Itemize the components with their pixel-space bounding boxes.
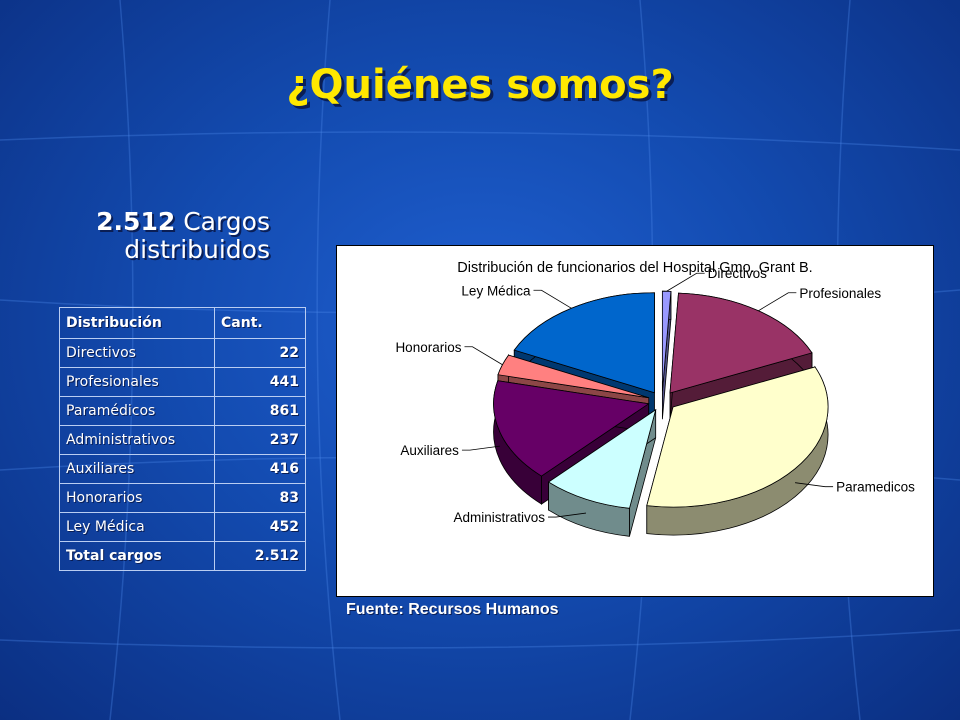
distribution-table: Distribución Cant. Directivos 22 Profesi… bbox=[59, 307, 306, 571]
row-label: Profesionales bbox=[59, 367, 215, 397]
pie-slice-honorarios bbox=[497, 354, 649, 399]
row-value: 452 bbox=[214, 512, 306, 542]
pie-slice-auxiliares bbox=[493, 380, 650, 477]
slice-label: Directivos bbox=[708, 266, 768, 281]
row-label: Directivos bbox=[59, 338, 215, 368]
table-row: Auxiliares 416 bbox=[59, 454, 306, 484]
pie-chart-panel: Distribución de funcionarios del Hospita… bbox=[336, 245, 934, 597]
subtitle-line2: distribuidos bbox=[124, 235, 270, 264]
pie-slice-directivos bbox=[661, 290, 672, 392]
slice-label: Honorarios bbox=[395, 340, 461, 355]
leader-line bbox=[666, 272, 705, 292]
slice-label: Ley Médica bbox=[461, 283, 531, 298]
total-value: 2.512 bbox=[214, 541, 306, 571]
pie-slice-administrativos bbox=[547, 408, 657, 509]
table-row: Administrativos 237 bbox=[59, 425, 306, 455]
pie-slice-profesionales bbox=[669, 292, 813, 394]
pie-chart: Distribución de funcionarios del Hospita… bbox=[395, 260, 915, 537]
pie-slice-paramedicos bbox=[646, 366, 829, 508]
table-row: Profesionales 441 bbox=[59, 367, 306, 397]
slice-label: Auxiliares bbox=[400, 443, 459, 458]
table-total-row: Total cargos 2.512 bbox=[59, 541, 306, 571]
row-value: 22 bbox=[214, 338, 306, 368]
row-value: 861 bbox=[214, 396, 306, 426]
source-note: Fuente: Recursos Humanos bbox=[346, 601, 559, 618]
row-label: Ley Médica bbox=[59, 512, 215, 542]
table-header-distribucion: Distribución bbox=[59, 307, 215, 339]
leader-line bbox=[758, 292, 797, 312]
leader-line bbox=[547, 512, 587, 518]
chart-title: Distribución de funcionarios del Hospita… bbox=[457, 260, 812, 276]
row-label: Honorarios bbox=[59, 483, 215, 513]
slice-label: Profesionales bbox=[799, 286, 881, 301]
row-value: 416 bbox=[214, 454, 306, 484]
slice-label: Administrativos bbox=[453, 510, 545, 525]
table-header-cant: Cant. bbox=[214, 307, 306, 339]
table-row: Directivos 22 bbox=[59, 338, 306, 368]
leader-line bbox=[464, 346, 503, 366]
row-label: Paramédicos bbox=[59, 396, 215, 426]
row-value: 83 bbox=[214, 483, 306, 513]
leader-line bbox=[795, 482, 834, 488]
table-row: Paramédicos 861 bbox=[59, 396, 306, 426]
row-label: Auxiliares bbox=[59, 454, 215, 484]
row-label: Administrativos bbox=[59, 425, 215, 455]
leader-line bbox=[533, 289, 572, 309]
slide-subtitle: 2.512 Cargos distribuidos bbox=[70, 208, 270, 264]
slide-title: ¿Quiénes somos? bbox=[286, 62, 674, 108]
table-row: Ley Médica 452 bbox=[59, 512, 306, 542]
slice-label: Paramedicos bbox=[836, 480, 915, 495]
leader-line bbox=[461, 445, 500, 451]
subtitle-number: 2.512 bbox=[96, 207, 176, 236]
row-value: 237 bbox=[214, 425, 306, 455]
table-row: Honorarios 83 bbox=[59, 483, 306, 513]
total-label: Total cargos bbox=[59, 541, 215, 571]
pie-slice-ley-m-dica bbox=[513, 292, 655, 394]
subtitle-word: Cargos bbox=[183, 207, 270, 236]
table-header-row: Distribución Cant. bbox=[59, 307, 306, 339]
row-value: 441 bbox=[214, 367, 306, 397]
